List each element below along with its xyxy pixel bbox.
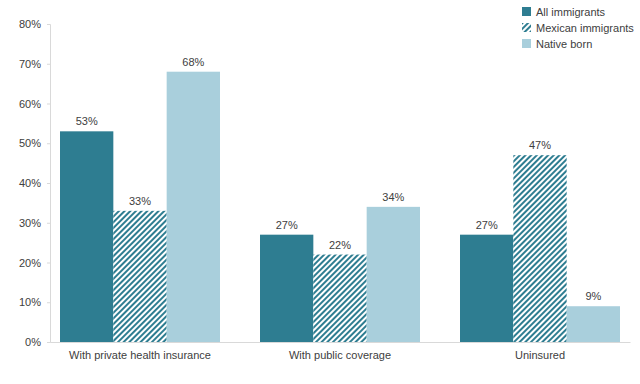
x-tick: With private health insurance [69,349,211,361]
x-tick-label: Uninsured [515,349,565,361]
y-tick: 10% [19,296,50,308]
x-axis-line [51,342,631,343]
legend-entry: All immigrants [522,6,606,18]
y-tick-mark [47,143,50,144]
y-tick-mark [47,263,50,264]
y-tick: 20% [19,257,50,269]
y-tick-label: 30% [19,217,41,229]
y-axis: 0% 10% 20% 30% 40% 50% 60% 70% 80% [19,18,51,348]
x-axis: With private health insurance With public… [51,343,631,361]
y-tick-label: 70% [19,58,41,70]
y-tick: 50% [19,137,50,149]
legend-swatch [522,39,531,48]
legend-entry: Mexican immigrants [522,22,634,34]
bars [60,72,620,342]
data-label: 34% [382,191,404,203]
bar [460,235,513,342]
x-tick: Uninsured [515,349,565,361]
legend-label: Mexican immigrants [536,22,634,34]
bar [513,155,566,342]
y-tick-mark [47,223,50,224]
x-tick-label: With private health insurance [69,349,211,361]
y-tick-label: 60% [19,98,41,110]
data-label: 53% [76,115,98,127]
legend-swatch [522,7,531,16]
legend: All immigrants Mexican immigrants Native b… [522,6,634,50]
y-tick-label: 10% [19,296,41,308]
bar [167,72,220,342]
y-tick-mark [47,183,50,184]
y-tick: 40% [19,177,50,189]
y-tick-mark [47,302,50,303]
legend-swatch [522,23,531,32]
y-tick: 0% [25,336,50,348]
y-tick: 80% [19,18,50,30]
y-tick-mark [47,24,50,25]
x-tick: With public coverage [289,349,391,361]
chart: 0% 10% 20% 30% 40% 50% 60% 70% 80% 53% 27% 27% 33% 22… [0,0,640,384]
y-tick-mark [47,64,50,65]
bar [260,235,313,342]
legend-label: All immigrants [536,6,606,18]
y-tick-label: 0% [25,336,41,348]
data-label: 33% [129,195,151,207]
bar [567,306,620,342]
legend-entry: Native born [522,38,592,50]
data-label: 9% [585,290,601,302]
data-labels: 53% 27% 27% 33% 22% 47% 68% 34% 9% [76,56,602,303]
y-tick-mark [47,104,50,105]
plot: 0% 10% 20% 30% 40% 50% 60% 70% 80% 53% 27% 27% 33% 22… [19,18,631,361]
y-axis-line [47,25,51,343]
y-tick: 70% [19,58,50,70]
y-tick: 30% [19,217,50,229]
data-label: 22% [329,239,351,251]
data-label: 68% [182,56,204,68]
y-tick-mark [47,342,50,343]
data-label: 47% [529,139,551,151]
y-tick-label: 40% [19,177,41,189]
bar [60,131,113,342]
x-tick-label: With public coverage [289,349,391,361]
y-tick-label: 50% [19,137,41,149]
bar [313,255,366,342]
y-tick: 60% [19,98,50,110]
legend-label: Native born [536,38,592,50]
bar [113,211,166,342]
data-label: 27% [476,219,498,231]
data-label: 27% [276,219,298,231]
bar [367,207,420,342]
y-tick-label: 80% [19,18,41,30]
y-tick-label: 20% [19,257,41,269]
